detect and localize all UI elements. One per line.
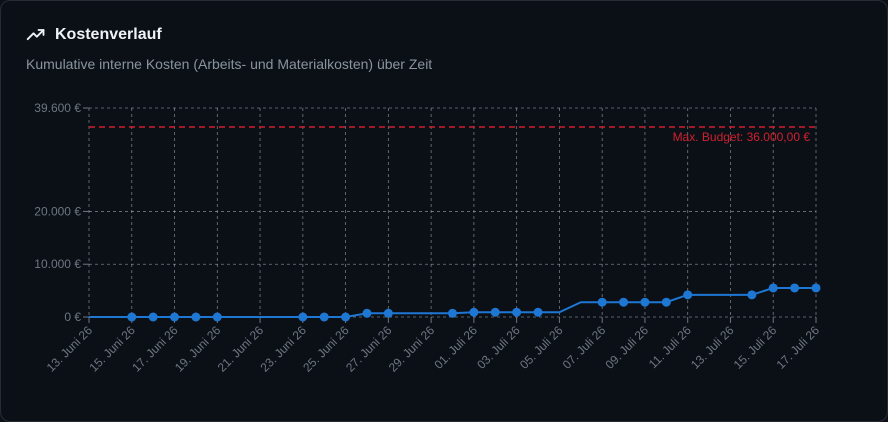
x-tick-label: 13. Juli 26: [688, 323, 737, 372]
x-tick-label: 15. Juli 26: [731, 323, 780, 372]
cost-data-point: [619, 297, 629, 307]
cost-data-point: [212, 312, 222, 322]
cost-data-point: [490, 307, 500, 317]
cost-data-point: [640, 297, 650, 307]
cost-data-point: [469, 307, 479, 317]
budget-label: Max. Budget: 36.000,00 €: [673, 130, 811, 144]
cost-data-point: [383, 308, 393, 318]
cost-data-point: [148, 312, 158, 322]
x-tick-label: 11. Juli 26: [646, 323, 694, 371]
card-title: Kostenverlauf: [55, 26, 162, 43]
x-tick-label: 17. Juli 26: [774, 323, 823, 372]
y-tick-label: 10.000 €: [34, 257, 81, 271]
cost-data-point: [298, 312, 308, 322]
cost-data-point: [448, 308, 457, 318]
cost-data-point: [747, 290, 757, 300]
trending-up-icon: [26, 29, 45, 41]
cost-data-point: [768, 283, 778, 293]
x-tick-label: 29. Juni 26: [386, 323, 438, 375]
cost-data-point: [597, 297, 607, 307]
cost-data-point: [362, 308, 372, 318]
card-subtitle: Kumulative interne Kosten (Arbeits- und …: [26, 56, 433, 72]
x-tick-label: 09. Juli 26: [602, 323, 651, 372]
y-tick-label: 20.000 €: [34, 204, 81, 218]
cost-data-point: [661, 297, 671, 307]
cost-data-point: [811, 283, 821, 293]
x-tick-label: 03. Juli 26: [474, 323, 523, 372]
cost-data-point: [127, 312, 137, 322]
cost-data-point: [319, 312, 329, 322]
y-tick-label: 39.600 €: [34, 101, 81, 115]
cost-data-point: [191, 312, 201, 322]
cost-data-point: [341, 312, 351, 322]
x-tick-label: 05. Juli 26: [517, 323, 566, 372]
x-tick-label: 07. Juli 26: [560, 323, 609, 372]
cost-data-point: [170, 312, 180, 322]
cost-data-point: [790, 283, 800, 293]
cost-data-point: [512, 307, 522, 317]
cost-data-point: [533, 307, 543, 317]
card-header: Kostenverlauf: [26, 25, 162, 45]
y-tick-label: 0 €: [64, 310, 81, 324]
x-tick-label: 01. Juli 26: [431, 323, 480, 372]
cost-data-point: [683, 290, 693, 300]
